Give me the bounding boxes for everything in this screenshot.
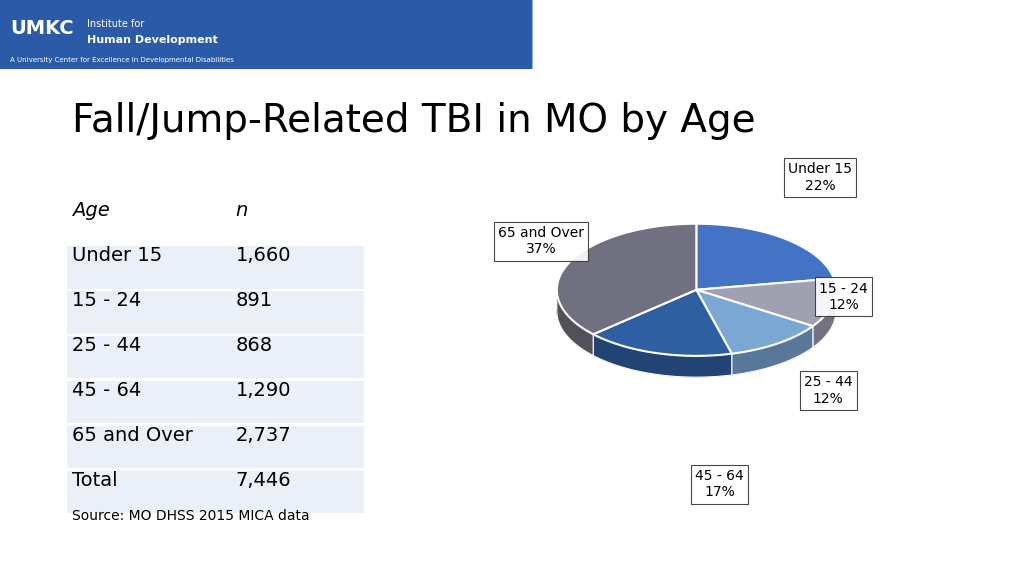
Polygon shape — [593, 334, 732, 377]
Polygon shape — [732, 326, 813, 375]
Text: 891: 891 — [236, 291, 272, 310]
FancyBboxPatch shape — [67, 291, 364, 334]
Text: 868: 868 — [236, 336, 272, 355]
Text: 45 - 64: 45 - 64 — [72, 381, 141, 400]
FancyBboxPatch shape — [67, 247, 364, 289]
PathPatch shape — [593, 290, 732, 356]
Text: 15 - 24: 15 - 24 — [72, 291, 141, 310]
Text: Building Partnerships for Effective Social Change: Building Partnerships for Effective Soci… — [698, 552, 1004, 565]
Text: Institute for: Institute for — [87, 20, 144, 29]
FancyBboxPatch shape — [67, 381, 364, 423]
Text: Age: Age — [72, 202, 110, 221]
FancyBboxPatch shape — [67, 426, 364, 468]
Text: Human Development: Human Development — [87, 35, 218, 44]
PathPatch shape — [696, 279, 836, 326]
PathPatch shape — [696, 290, 813, 354]
Text: 1,660: 1,660 — [236, 247, 291, 265]
FancyBboxPatch shape — [0, 0, 532, 90]
Text: Total: Total — [72, 471, 118, 490]
Text: 7,446: 7,446 — [236, 471, 291, 490]
Text: UMKC: UMKC — [10, 20, 74, 39]
Text: Fall/Jump-Related TBI in MO by Age: Fall/Jump-Related TBI in MO by Age — [72, 102, 756, 140]
Text: 45 - 64
17%: 45 - 64 17% — [695, 469, 744, 499]
Text: Source: MO DHSS 2015 MICA data: Source: MO DHSS 2015 MICA data — [72, 509, 309, 522]
FancyBboxPatch shape — [67, 336, 364, 378]
Polygon shape — [557, 290, 593, 355]
PathPatch shape — [557, 223, 696, 334]
Text: 65 and Over
37%: 65 and Over 37% — [499, 226, 585, 256]
PathPatch shape — [696, 223, 834, 290]
Text: Under 15: Under 15 — [72, 247, 162, 265]
Text: 65 and Over: 65 and Over — [72, 426, 193, 445]
Text: 15 - 24
12%: 15 - 24 12% — [819, 282, 868, 312]
Text: 1,290: 1,290 — [236, 381, 291, 400]
FancyBboxPatch shape — [67, 471, 364, 513]
Ellipse shape — [557, 245, 836, 377]
Text: Under 15
22%: Under 15 22% — [788, 162, 852, 192]
Text: n: n — [236, 202, 248, 221]
Text: 2,737: 2,737 — [236, 426, 291, 445]
Text: 25 - 44: 25 - 44 — [72, 336, 141, 355]
Text: 25 - 44
12%: 25 - 44 12% — [804, 376, 852, 406]
Text: A University Center for Excellence in Developmental Disabilities: A University Center for Excellence in De… — [10, 56, 234, 63]
Polygon shape — [813, 290, 836, 347]
